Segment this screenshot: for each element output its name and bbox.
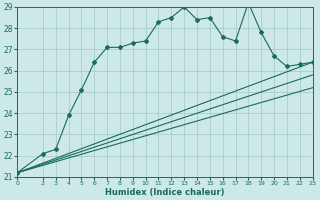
X-axis label: Humidex (Indice chaleur): Humidex (Indice chaleur) (105, 188, 225, 197)
